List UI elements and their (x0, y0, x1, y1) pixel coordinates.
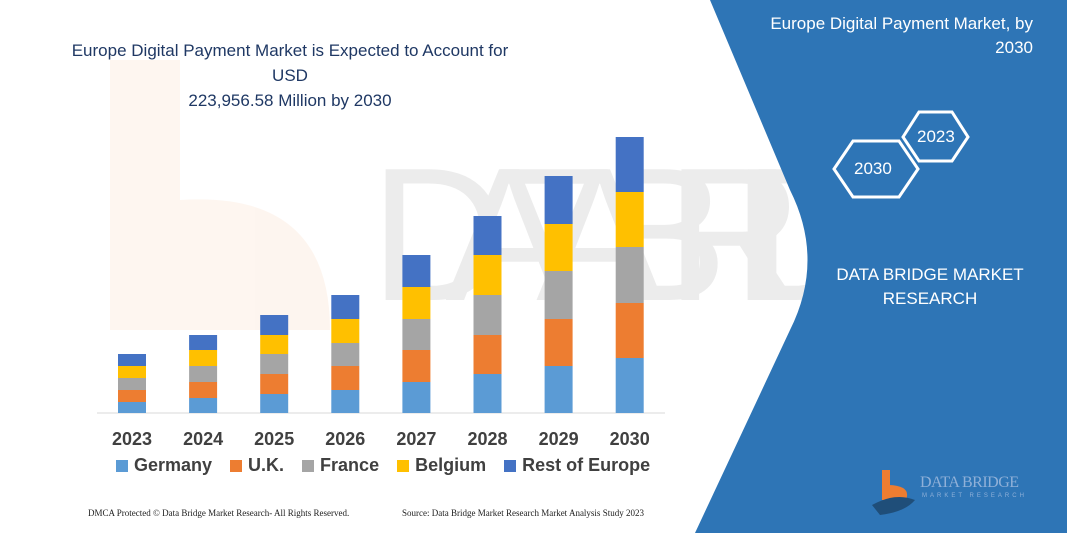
bar-segment-2023-germany (118, 402, 146, 413)
chart-title-line-2: 223,956.58 Million by 2030 (188, 91, 392, 110)
bar-segment-2027-belgium (402, 287, 431, 319)
logo-icon (872, 470, 915, 515)
bar-segment-2027-germany (402, 382, 431, 413)
brand-line-2: RESEARCH (882, 289, 978, 308)
bar-segment-2025-u-k- (260, 374, 289, 394)
bar-segment-2030-u-k- (615, 303, 644, 358)
side-panel (695, 0, 1067, 533)
bar-segment-2024-u-k- (189, 382, 218, 398)
bar-segment-2028-rest-of-europe (473, 216, 502, 255)
bar-segment-2023-rest-of-europe (118, 354, 146, 366)
legend-item: Belgium (397, 455, 486, 476)
bar-segment-2029-belgium (544, 224, 573, 271)
x-tick-label: 2025 (254, 429, 295, 449)
hex-label-2030: 2030 (854, 159, 892, 178)
bars-group (118, 137, 644, 413)
side-panel-title: Europe Digital Payment Market, by 2030 (713, 12, 1033, 60)
bar-segment-2025-rest-of-europe (260, 315, 289, 335)
x-tick-label: 2028 (467, 429, 508, 449)
x-tick-label: 2030 (609, 429, 650, 449)
bar-segment-2029-rest-of-europe (544, 176, 573, 224)
bar-segment-2029-france (544, 271, 573, 319)
bar-segment-2030-france (615, 247, 644, 303)
legend-label: Germany (134, 455, 213, 475)
bar-segment-2030-belgium (615, 192, 644, 247)
bar-segment-2024-rest-of-europe (189, 335, 218, 350)
bar-segment-2023-u-k- (118, 390, 146, 402)
bar-segment-2030-germany (615, 358, 644, 413)
bar-segment-2025-germany (260, 394, 289, 413)
bar-segment-2023-france (118, 378, 146, 390)
brand-name: DATA BRIDGE MARKET RESEARCH (820, 263, 1040, 311)
bar-segment-2025-france (260, 354, 289, 374)
legend-label: France (320, 455, 380, 475)
legend-label: Rest of Europe (522, 455, 651, 475)
legend-item: France (302, 455, 379, 476)
hexagon-2023 (901, 110, 970, 163)
bar-segment-2027-france (402, 319, 431, 350)
bar-segment-2027-u-k- (402, 350, 431, 382)
x-tick-label: 2024 (183, 429, 224, 449)
hexagon-2030 (832, 139, 920, 199)
chart-title-line-1: Europe Digital Payment Market is Expecte… (71, 41, 509, 85)
bar-segment-2029-germany (544, 366, 573, 413)
bar-segment-2026-germany (331, 390, 360, 413)
bar-segment-2024-france (189, 366, 218, 382)
legend-swatch (397, 459, 410, 472)
legend-label: Belgium (415, 455, 487, 475)
x-tick-label: 2026 (325, 429, 366, 449)
bar-segment-2026-u-k- (331, 366, 360, 390)
bar-segment-2025-belgium (260, 335, 289, 354)
logo-subtext: MARKET RESEARCH (922, 493, 1027, 499)
bar-segment-2024-germany (189, 398, 218, 413)
bar-segment-2026-belgium (331, 319, 360, 343)
chart-title: Europe Digital Payment Market is Expecte… (60, 38, 520, 113)
footer-copyright: DMCA Protected © Data Bridge Market Rese… (88, 508, 350, 518)
x-tick-label: 2023 (111, 429, 153, 449)
bar-segment-2024-belgium (189, 350, 218, 366)
bar-segment-2026-rest-of-europe (331, 295, 360, 319)
hex-label-2023: 2023 (917, 127, 955, 146)
bar-segment-2027-rest-of-europe (402, 255, 431, 287)
x-tick-label: 2027 (396, 429, 437, 449)
bar-segment-2030-rest-of-europe (615, 137, 644, 192)
legend-item: U.K. (230, 455, 284, 476)
bar-segment-2028-belgium (473, 255, 502, 295)
brand-line-1: DATA BRIDGE MARKET (836, 265, 1024, 284)
side-title-line-1: Europe Digital Payment Market, by (770, 14, 1033, 33)
bar-segment-2026-france (331, 343, 360, 366)
footer-source: Source: Data Bridge Market Research Mark… (402, 508, 644, 518)
side-title-line-2: 2030 (995, 38, 1033, 57)
bar-segment-2028-france (473, 295, 502, 335)
legend-swatch (302, 459, 315, 472)
bar-segment-2023-belgium (118, 366, 146, 378)
legend-label: U.K. (248, 455, 285, 475)
bar-segment-2028-u-k- (473, 335, 502, 374)
bar-segment-2028-germany (473, 374, 502, 413)
x-tick-label: 2029 (538, 429, 579, 449)
legend-swatch (504, 459, 517, 472)
legend: Germany U.K. France Belgium Rest of Europe (116, 455, 650, 476)
logo-text: DATA BRIDGE (920, 474, 1019, 491)
bar-segment-2029-u-k- (544, 319, 573, 366)
legend-item: Germany (116, 455, 212, 476)
legend-swatch (116, 459, 128, 472)
legend-swatch (230, 459, 243, 472)
legend-item: Rest of Europe (504, 455, 650, 476)
